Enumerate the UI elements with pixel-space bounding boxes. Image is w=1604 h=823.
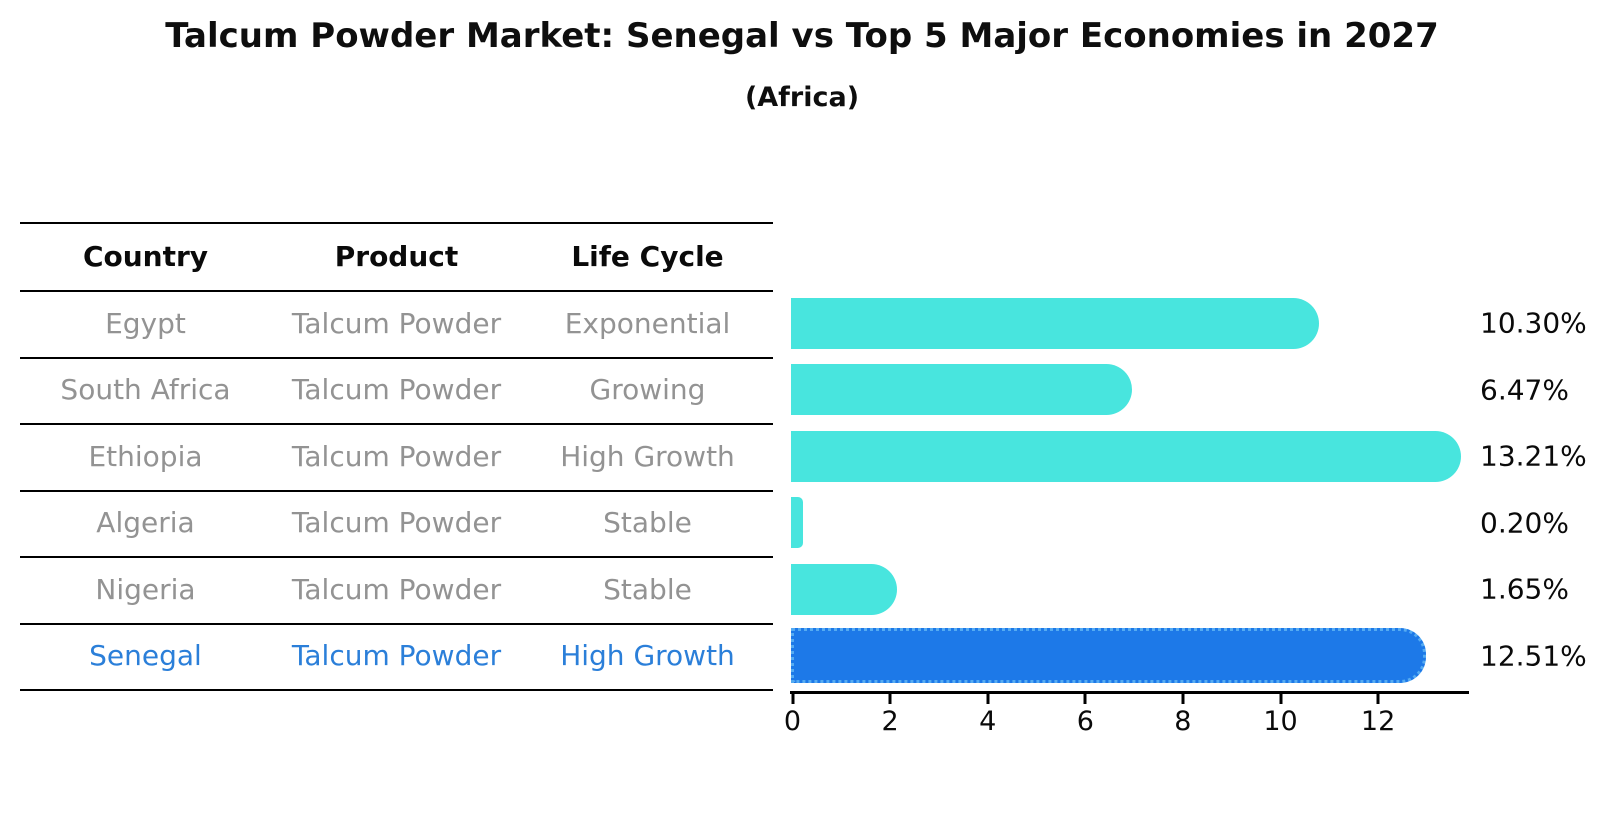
column-header-life-cycle: Life Cycle	[571, 239, 724, 273]
bar-senegal-highlighted	[791, 628, 1427, 684]
value-label-algeria: 0.20%	[1480, 506, 1569, 540]
x-tick-label: 8	[1174, 706, 1192, 737]
value-label-ethiopia: 13.21%	[1480, 439, 1587, 473]
table-row-senegal-highlighted: Senegal Talcum Powder High Growth	[20, 622, 773, 690]
value-label-nigeria: 1.65%	[1480, 572, 1569, 606]
bar-algeria	[791, 497, 803, 549]
table-row-egypt: Egypt Talcum Powder Exponential	[20, 290, 773, 357]
product-cell: Talcum Powder	[291, 373, 502, 407]
country-cell: Algeria	[96, 506, 195, 540]
x-tick-label: 10	[1263, 706, 1298, 737]
x-tick-mark	[1279, 694, 1282, 704]
bar-nigeria	[791, 563, 897, 615]
x-tick-mark	[791, 694, 794, 704]
product-cell: Talcum Powder	[291, 639, 502, 673]
table-row-algeria: Algeria Talcum Powder Stable	[20, 489, 773, 557]
life-cycle-cell: Exponential	[564, 306, 731, 340]
table-row-south-africa: South Africa Talcum Powder Growing	[20, 356, 773, 424]
table-bottom-rule	[20, 689, 773, 691]
country-cell: Ethiopia	[88, 439, 203, 473]
life-cycle-cell: Stable	[603, 572, 692, 606]
x-tick-label: 6	[1076, 706, 1094, 737]
value-label-egypt: 10.30%	[1480, 306, 1587, 340]
page-subtitle: (Africa)	[744, 82, 860, 113]
bar-egypt	[791, 297, 1319, 349]
product-cell: Talcum Powder	[291, 572, 502, 606]
x-tick-label: 0	[783, 706, 802, 737]
x-tick-mark	[888, 694, 892, 704]
bar-ethiopia	[791, 430, 1461, 482]
table-header-row: Country Product Life Cycle	[20, 222, 773, 290]
country-cell: Egypt	[105, 306, 186, 340]
product-cell: Talcum Powder	[291, 439, 502, 473]
life-cycle-cell: Growing	[589, 373, 706, 407]
x-axis-line	[790, 691, 1469, 694]
table-row-ethiopia: Ethiopia Talcum Powder High Growth	[20, 423, 773, 490]
product-cell: Talcum Powder	[291, 506, 502, 540]
x-tick-mark	[1181, 694, 1185, 704]
page-title: Talcum Powder Market: Senegal vs Top 5 M…	[165, 16, 1439, 56]
product-cell: Talcum Powder	[291, 306, 502, 340]
x-tick-label: 4	[979, 706, 997, 737]
country-table: Country Product Life Cycle Egypt Talcum …	[20, 222, 773, 691]
country-cell: South Africa	[60, 373, 231, 407]
value-label-senegal: 12.51%	[1480, 639, 1587, 673]
column-header-country: Country	[82, 239, 209, 273]
x-tick-mark	[1083, 694, 1087, 704]
life-cycle-cell: Stable	[603, 506, 692, 540]
column-header-product: Product	[334, 239, 459, 273]
x-tick-label: 12	[1360, 706, 1396, 737]
country-cell: Nigeria	[95, 572, 196, 606]
life-cycle-cell: High Growth	[560, 439, 735, 473]
x-tick-mark	[1376, 694, 1380, 704]
bar-south-africa	[791, 364, 1132, 416]
country-cell: Senegal	[89, 639, 202, 673]
life-cycle-cell: High Growth	[560, 639, 735, 673]
x-tick-label: 2	[881, 706, 899, 737]
value-label-south-africa: 6.47%	[1480, 373, 1569, 407]
table-row-nigeria: Nigeria Talcum Powder Stable	[20, 556, 773, 623]
x-tick-mark	[986, 694, 990, 704]
